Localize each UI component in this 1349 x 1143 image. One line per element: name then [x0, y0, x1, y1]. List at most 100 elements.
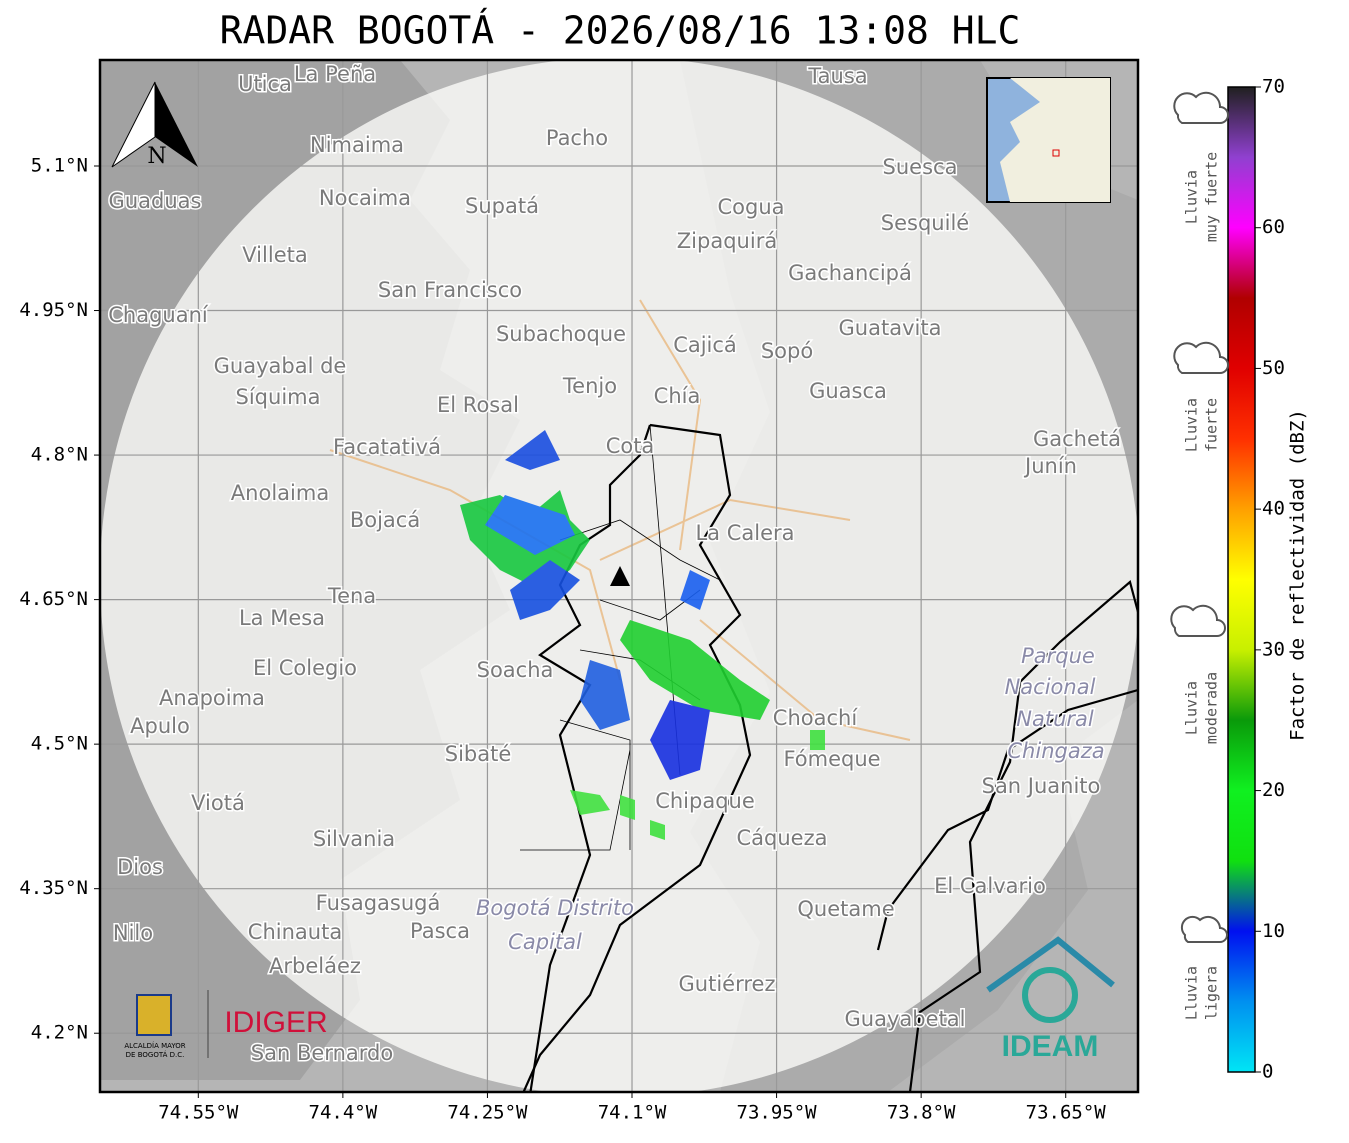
place-label: Apulo — [130, 714, 190, 738]
logo-ideam: IDEAM — [1002, 1030, 1099, 1063]
x-tick-label: 73.65°W — [1026, 1102, 1107, 1124]
y-tick-label: 4.65°N — [19, 588, 88, 610]
colorbar-tick-label: 10 — [1262, 920, 1285, 942]
place-label: Dios — [117, 855, 163, 879]
x-tick-label: 74.4°W — [309, 1102, 378, 1124]
colorbar-tick-label: 70 — [1262, 76, 1285, 98]
area-label: Chingaza — [1007, 739, 1104, 763]
colorbar — [1227, 86, 1256, 1073]
place-label: Viotá — [191, 791, 245, 815]
place-label: Sibaté — [445, 742, 512, 766]
y-tick-label: 4.8°N — [31, 444, 88, 466]
place-label: San Francisco — [378, 278, 522, 302]
place-label: Guayabetal — [845, 1007, 966, 1031]
place-label: Quetame — [797, 897, 894, 921]
y-tick-label: 4.35°N — [19, 877, 88, 899]
place-label: Nilo — [113, 921, 153, 945]
place-label: Cajicá — [673, 333, 737, 357]
legend-label: Lluvia — [1183, 966, 1201, 1020]
place-label: Tausa — [807, 64, 867, 88]
y-tick-label: 4.2°N — [31, 1022, 88, 1044]
legend-label: fuerte — [1203, 398, 1221, 452]
area-label: Capital — [508, 930, 582, 954]
place-label: Nocaima — [319, 186, 411, 210]
place-label: Sesquilé — [881, 211, 969, 235]
place-label: Cota — [606, 434, 655, 458]
logo-text: DE BOGOTÁ D.C. — [126, 1050, 185, 1059]
area-label: Parque — [1021, 644, 1095, 668]
legend-label: moderada — [1203, 672, 1221, 744]
place-label: Síquima — [236, 385, 321, 409]
colorbar-tick-label: 30 — [1262, 638, 1285, 660]
place-label: San Bernardo — [251, 1041, 393, 1065]
x-tick-label: 73.8°W — [887, 1102, 956, 1124]
place-label: Villeta — [242, 243, 307, 267]
x-tick-label: 74.55°W — [158, 1102, 239, 1124]
place-label: El Rosal — [437, 393, 519, 417]
colorbar-tick-label: 60 — [1262, 216, 1285, 238]
logo-text: ALCALDÍA MAYOR — [124, 1041, 185, 1050]
place-label: Supatá — [465, 194, 539, 218]
x-tick-label: 74.25°W — [447, 1102, 528, 1124]
place-label: Guayabal de — [214, 354, 347, 378]
area-label: Nacional — [1005, 675, 1096, 699]
place-label: Suesca — [883, 155, 958, 179]
place-label: Nimaima — [310, 133, 404, 157]
place-label: Gachetá — [1033, 427, 1121, 451]
place-label: Gutiérrez — [679, 972, 776, 996]
place-label: Silvania — [313, 827, 395, 851]
legend-label: muy fuerte — [1203, 152, 1221, 242]
area-label: Natural — [1016, 707, 1094, 731]
colorbar-tick-label: 50 — [1262, 357, 1285, 379]
place-label: Guasca — [809, 379, 887, 403]
place-label: Guaduas — [109, 189, 202, 213]
colorbar-tick-label: 0 — [1262, 1061, 1273, 1083]
y-tick-label: 4.5°N — [31, 733, 88, 755]
place-label: Junín — [1023, 454, 1077, 478]
place-label: Chinauta — [248, 920, 342, 944]
place-label: Cáqueza — [737, 826, 828, 850]
place-label: Tena — [327, 584, 376, 608]
legend-label: Lluvia — [1183, 170, 1201, 224]
place-label: Facatativá — [333, 435, 441, 459]
legend-label: Lluvia — [1183, 681, 1201, 735]
place-label: Zipaquirá — [677, 229, 777, 253]
x-tick-label: 73.95°W — [737, 1102, 818, 1124]
y-tick-label: 5.1°N — [31, 154, 88, 176]
place-label: El Colegio — [253, 656, 357, 680]
place-label: San Juanito — [982, 774, 1101, 798]
place-label: Anapoima — [159, 686, 265, 710]
place-label: Anolaima — [231, 481, 329, 505]
place-label: Choachí — [773, 706, 859, 730]
colorbar-label: Factor de reflectividad (dBZ) — [1287, 409, 1309, 741]
area-label: Bogotá Distrito — [476, 896, 634, 920]
place-label: Soacha — [477, 658, 554, 682]
place-label: Utica — [238, 72, 292, 96]
place-label: Fómeque — [783, 747, 880, 771]
place-label: Chaguaní — [108, 303, 209, 327]
place-label: Pasca — [410, 919, 470, 943]
north-label: N — [147, 144, 166, 169]
place-label: La Peña — [294, 62, 376, 86]
place-label: Chía — [654, 384, 701, 408]
place-label: La Calera — [695, 521, 794, 545]
place-label: Tenjo — [562, 374, 617, 398]
logo-idiger: IDIGER — [224, 1006, 327, 1039]
place-label: Chipaque — [655, 789, 755, 813]
place-label: Bojacá — [350, 508, 420, 532]
place-label: La Mesa — [239, 606, 325, 630]
place-label: Fusagasugá — [316, 891, 441, 915]
legend-label: Lluvia — [1183, 398, 1201, 452]
legend-label: ligera — [1203, 966, 1221, 1020]
title: RADAR BOGOTÁ - 2026/08/16 13:08 HLC — [220, 9, 1021, 53]
place-label: Sopó — [761, 339, 813, 363]
place-label: Gachancipá — [788, 261, 912, 285]
colorbar-tick-label: 20 — [1262, 779, 1285, 801]
place-label: Arbeláez — [269, 954, 361, 978]
y-tick-label: 4.95°N — [19, 299, 88, 321]
place-label: El Calvario — [934, 874, 1046, 898]
x-tick-label: 74.1°W — [598, 1102, 667, 1124]
place-label: Cogua — [717, 195, 784, 219]
